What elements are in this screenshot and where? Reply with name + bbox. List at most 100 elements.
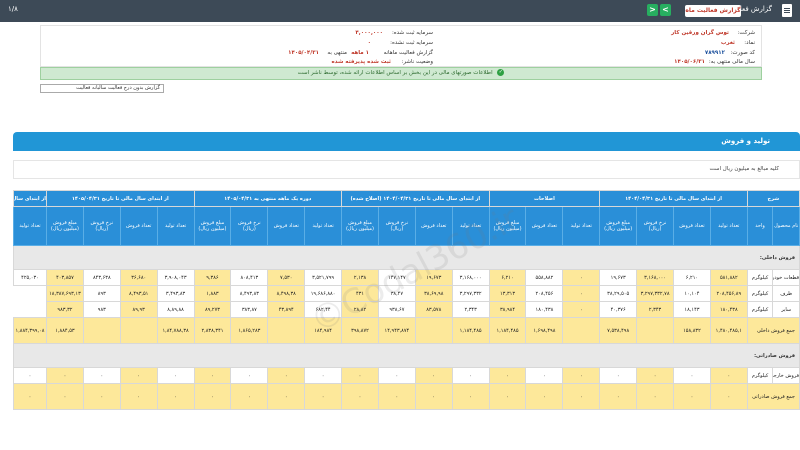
total-value-cell: ۳۹۸,۸۷۲ (341, 317, 379, 344)
previous-button[interactable]: > (647, 4, 658, 16)
column-header: تعداد فروش (267, 206, 306, 246)
total-row: جمع فروش صادراتی ۰ ۰ ۰ ۰ ۰ ۰ ۰ ۰ ۰ ۰ ۰ ۰ ۰ ۰ ۰ ۰ ۰ ۰ ۰ ۰ (13, 383, 800, 410)
section-header[interactable]: تولید و فروش (13, 132, 800, 151)
value-cell: ۹,۳۸۶ (193, 269, 232, 286)
value-cell: ۰ (525, 367, 564, 384)
value-cell: ۶۸۲,۴۴ (304, 301, 343, 318)
value-cell: ۳,۵۲۱,۷۹۹ (304, 269, 343, 286)
value-cell: ۰ (193, 367, 232, 384)
value-cell: ۰ (636, 367, 674, 384)
value-cell: ۳,۹۰۸,۰۴۳ (156, 269, 195, 286)
column-header: مبلغ فروش (میلیون ریال) (341, 206, 379, 246)
product-name-cell: قطعات خودرو (772, 269, 800, 286)
total-value-cell: ۰ (82, 383, 121, 410)
total-value-cell (636, 317, 674, 344)
next-button[interactable]: < (660, 4, 671, 16)
total-value-cell (267, 317, 306, 344)
total-value-cell: ۰ (119, 383, 158, 410)
total-value-cell: ۷,۵۳۸,۴۹۸ (599, 317, 638, 344)
value-cell: ۳۸,۶۹,۹۸ (414, 285, 453, 302)
value-cell: ۰ (304, 367, 343, 384)
total-value-cell: ۲,۸۳۸,۳۴۱ (193, 317, 232, 344)
total-value-cell: ۱,۸۸۴,۵۳ (45, 317, 84, 344)
check-icon: ✓ (497, 69, 505, 76)
value-cell: ۶,۲۱۰ (488, 269, 527, 286)
total-value-cell: ۰ (673, 383, 711, 410)
column-header: نرخ فروش (ریال) (82, 206, 121, 246)
production-sales-table: شرح از ابتدای سال مالی تا تاریخ ۱۴۰۴/۰۴/… (13, 190, 800, 450)
group-header: دوره یک ماهه منتهی به ۱۴۰۵/۰۴/۳۱ (193, 190, 343, 207)
end-label: منتهی به (327, 50, 347, 56)
column-header-row: نام محصول واحد تعداد تولید تعداد فروش نرخ فر… (13, 206, 800, 246)
report-filter-select[interactable]: گزارش بدون درج فعالیت سالیانه فعالیت (40, 84, 164, 93)
unit-cell: کیلوگرم (746, 301, 774, 318)
table-row[interactable]: سایر کیلوگرم ۱۸۰,۴۳۸ ۱۸,۱۴۳ ۲,۳۴۳ ۴۰,۳۷۶ ۰ ۱۸۰,… (14, 301, 800, 318)
value-cell: ۰ (341, 367, 379, 384)
table-row[interactable]: فروش خارجیکیلوگرم۰۰۰۰۰۰۰۰۰۰۰۰۰۰۰۰۰۰۰۰ (13, 367, 800, 384)
value-cell: ۳,۲۹۷,۳۳۲,۷۸ (636, 285, 674, 302)
status-value: ثبت شده پذیرفته شده (331, 59, 391, 65)
unit-cell: کیلوگرم (746, 269, 774, 286)
value-cell: ۲۸,۸۲ (341, 301, 379, 318)
value-cell: ۰ (562, 269, 601, 286)
report-type-badge[interactable]: گزارش فعالیت ماه (685, 5, 741, 17)
column-header: تعداد تولید (451, 206, 490, 246)
column-header: تعداد تولید (562, 206, 601, 246)
value-cell: ۴۳,۸۹۴ (267, 301, 306, 318)
value-cell: ۰ (709, 367, 748, 384)
value-cell: ۰ (414, 367, 453, 384)
value-cell: ۰ (156, 367, 195, 384)
value-cell: ۱۸,۱۴۳ (673, 301, 711, 318)
product-name-cell: فروش خارجی (772, 367, 800, 384)
symbol-label: نماد: (744, 40, 755, 46)
report-label: گزارش فعالیت ماهانه (383, 50, 433, 56)
value-cell: ۳,۱۶۸,۰۰۰ (451, 269, 490, 286)
info-notice: ✓ اطلاعات صورتهای مالی در این بخش بر اسا… (40, 67, 762, 80)
column-header: تعداد تولید (304, 206, 343, 246)
group-header: از ابتدای سال مالی تا تاریخ ۱۴۰۴/۰۴/۳۱ (… (341, 190, 490, 207)
category-row: فروش داخلی: (13, 245, 800, 270)
total-value-cell: ۱,۶۹۸,۴۹۸ (525, 317, 564, 344)
column-header: تعداد تولید (13, 206, 47, 246)
total-value-cell: ۱,۸۸۴,۳۹۹,۰۸ (13, 317, 47, 344)
total-value-cell: ۱,۸۴,۷۸۸,۳۸ (156, 317, 195, 344)
column-header: نرخ فروش (ریال) (377, 206, 416, 246)
value-cell: ۳۸۳,۸۷ (230, 301, 269, 318)
total-value-cell (119, 317, 158, 344)
value-cell: ۳۸,۹۸۴ (488, 301, 527, 318)
value-cell: ۱۹,۶۷۳ (414, 269, 453, 286)
value-cell: ۰ (377, 367, 416, 384)
top-bar: گزارش فعالیت ماهانه گزارش فعالیت ماه < >… (0, 0, 800, 22)
group-header: اصلاحات (488, 190, 601, 207)
value-cell: ۰ (267, 367, 306, 384)
column-header: تعداد تولید (709, 206, 748, 246)
total-value-cell: ۱,۱۸۴,۴۸۵ (488, 317, 527, 344)
value-cell: ۲۰۸,۴۵۶,۸۹ (709, 285, 748, 302)
total-value-cell: ۰ (45, 383, 84, 410)
code-value: ۷۸۹۹۱۲ (704, 50, 725, 56)
unregistered-capital-label: سرمایه ثبت نشده: (390, 40, 433, 46)
value-cell: ۰ (562, 367, 601, 384)
company-label: شرکت: (737, 30, 755, 36)
group-header-row: شرح از ابتدای سال مالی تا تاریخ ۱۴۰۴/۰۴/… (13, 190, 800, 207)
value-cell: ۸,۸۹,۸۸ (156, 301, 195, 318)
product-name-cell: ظرف (772, 285, 800, 302)
value-cell: ۰ (673, 367, 711, 384)
table-row[interactable]: ظرف کیلوگرم ۲۰۸,۴۵۶,۸۹ ۱۰,۱۰۴ ۳,۲۹۷,۳۳۲,۷۸ ۳۸… (14, 285, 800, 302)
value-cell: ۰ (13, 367, 47, 384)
category-label: فروش داخلی: (13, 245, 800, 270)
column-header: نرخ فروش (ریال) (230, 206, 269, 246)
value-cell: ۳۸,۴۷ (377, 285, 416, 302)
total-value-cell: ۰ (193, 383, 232, 410)
value-cell: ۹۸۳,۳۲ (45, 301, 84, 318)
table-row[interactable]: قطعات خودروکیلوگرم۵۸۱,۸۸۲۶,۲۱۰۳,۱۶۸,۰۰۰۱… (13, 269, 800, 286)
value-cell: ۷,۵۳۰ (267, 269, 306, 286)
value-cell: ۱۰,۱۰۴ (673, 285, 711, 302)
total-value-cell: ۰ (377, 383, 416, 410)
total-value-cell (82, 317, 121, 344)
column-header: نرخ فروش (ریال) (636, 206, 674, 246)
column-header: تعداد فروش (525, 206, 564, 246)
value-cell: ۰ (230, 367, 269, 384)
value-cell: ۹۸۳ (82, 301, 121, 318)
value-cell: ۲,۳۴۳ (451, 301, 490, 318)
